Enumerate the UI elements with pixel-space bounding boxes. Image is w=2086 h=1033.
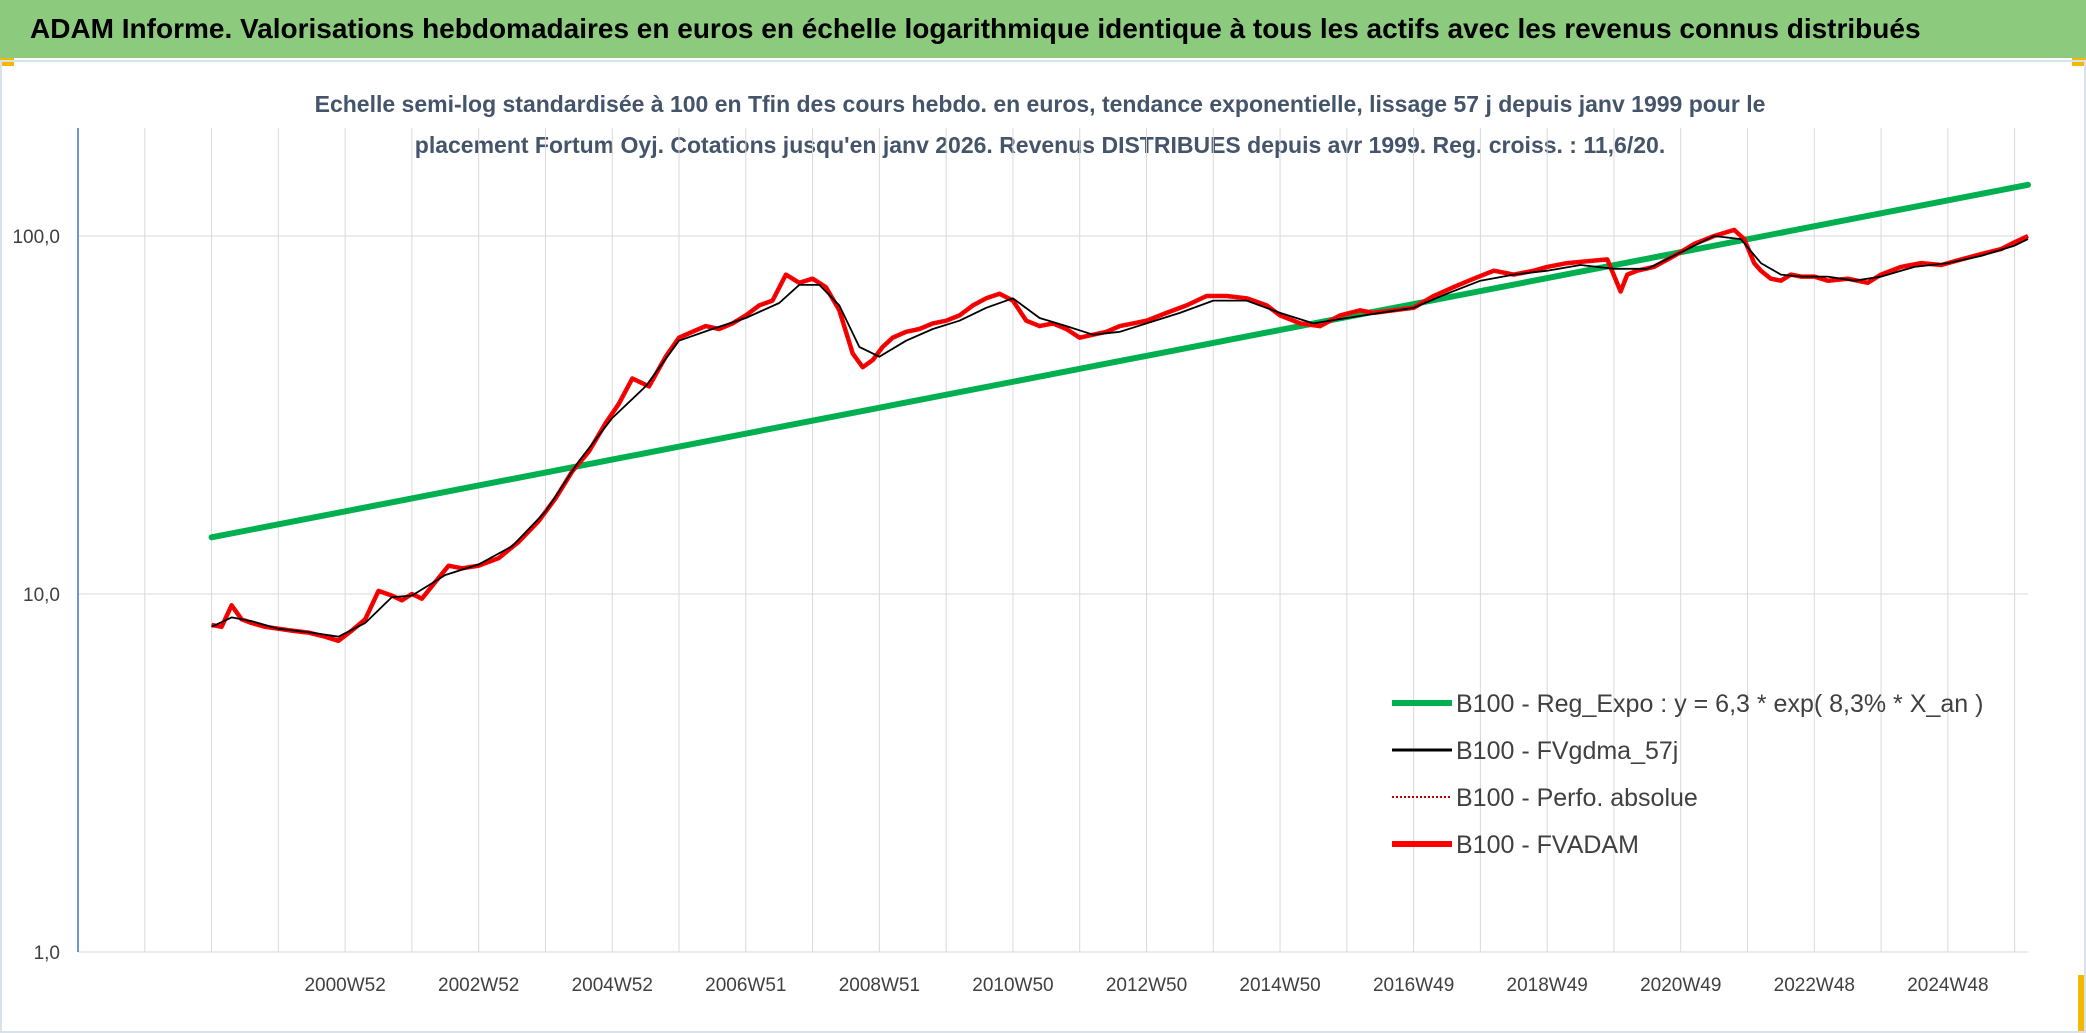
series-line-fvgdma	[211, 235, 2029, 638]
x-tick-label-11: 2022W48	[1774, 975, 1855, 996]
x-tick-label-5: 2010W50	[972, 975, 1053, 996]
chart-frame	[0, 60, 2086, 1033]
x-tick-label-4: 2008W51	[839, 975, 920, 996]
chart-title-line-1: Echelle semi-log standardisée à 100 en T…	[314, 91, 1766, 117]
y-tick-label-1: 10,0	[23, 585, 60, 606]
y-tick-label-0: 1,0	[34, 943, 60, 964]
corner-accent-top-left	[0, 58, 14, 66]
legend-label-1: B100 - FVgdma_57j	[1456, 737, 1678, 765]
y-tick-label-2: 100,0	[12, 227, 60, 248]
corner-accent-bottom-right	[2078, 975, 2086, 1031]
legend-label-3: B100 - FVADAM	[1456, 831, 1639, 859]
x-tick-label-2: 2004W52	[572, 975, 653, 996]
report-title: ADAM Informe. Valorisations hebdomadaire…	[30, 13, 1921, 44]
chart-title: Echelle semi-log standardisée à 100 en T…	[180, 84, 1900, 166]
chart-title-line-2: placement Fortum Oyj. Cotations jusqu'en…	[414, 132, 1666, 158]
x-tick-label-12: 2024W48	[1907, 975, 1988, 996]
x-tick-label-8: 2016W49	[1373, 975, 1454, 996]
x-tick-label-10: 2020W49	[1640, 975, 1721, 996]
x-tick-label-6: 2012W50	[1106, 975, 1187, 996]
series-line-perfo-absolue	[211, 229, 2029, 642]
series-line-regression	[208, 181, 2031, 541]
x-tick-label-0: 2000W52	[304, 975, 385, 996]
x-tick-label-3: 2006W51	[705, 975, 786, 996]
legend-label-0: B100 - Reg_Expo : y = 6,3 * exp( 8,3% * …	[1456, 690, 1983, 718]
corner-accent-top-right	[2072, 58, 2086, 66]
x-tick-label-7: 2014W50	[1239, 975, 1320, 996]
x-tick-label-1: 2002W52	[438, 975, 519, 996]
report-banner: ADAM Informe. Valorisations hebdomadaire…	[0, 0, 2086, 58]
series-line-fvadam	[211, 227, 2029, 644]
x-tick-label-9: 2018W49	[1507, 975, 1588, 996]
legend-label-2: B100 - Perfo. absolue	[1456, 784, 1698, 812]
